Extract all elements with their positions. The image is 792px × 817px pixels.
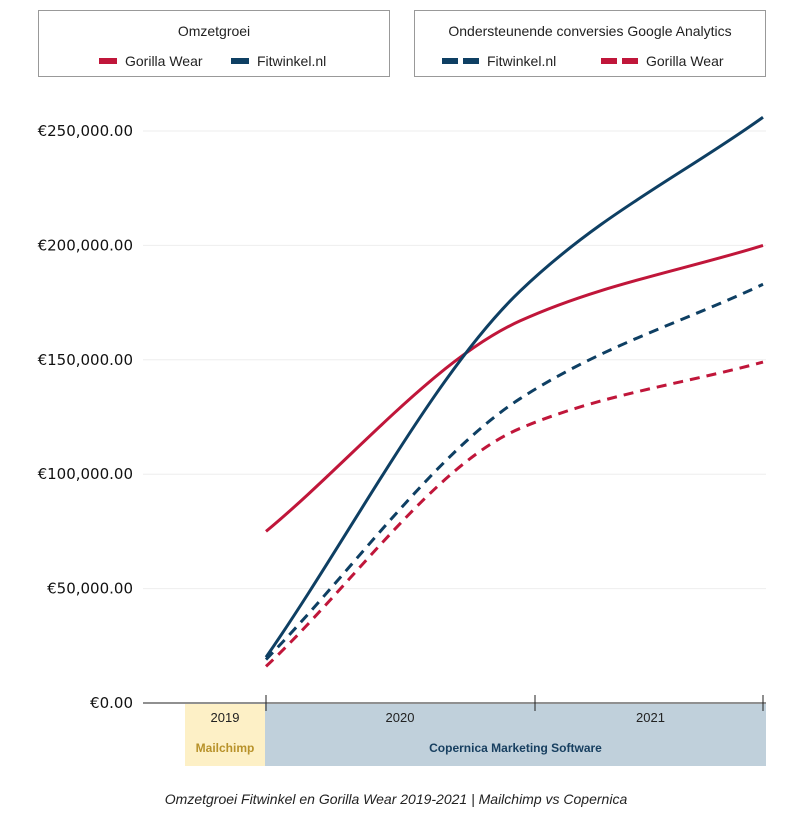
legend-item-gorilla-wear[interactable]: Gorilla Wear	[99, 53, 203, 69]
legend-item-gorilla-dashed[interactable]: Gorilla Wear	[601, 53, 724, 69]
y-tick-label: €250,000.00	[38, 122, 133, 140]
band-copernica	[265, 704, 766, 766]
swatch-icon	[99, 58, 117, 64]
legend-omzetgroei: Omzetgroei Gorilla Wear Fitwinkel.nl	[38, 10, 390, 77]
dash-swatch-icon	[463, 58, 479, 64]
copernica-label: Copernica Marketing Software	[429, 741, 602, 755]
legend-label: Gorilla Wear	[125, 53, 203, 69]
series-line-fitwinkel-nlsolid	[264, 116, 764, 659]
legend-title: Ondersteunende conversies Google Analyti…	[448, 23, 732, 39]
series-line-gorilla-weardashed	[264, 360, 764, 668]
y-tick-label: €0.00	[90, 694, 133, 712]
mailchimp-label: Mailchimp	[195, 741, 255, 755]
legend-conversies: Ondersteunende conversies Google Analyti…	[414, 10, 766, 77]
legend-label: Gorilla Wear	[646, 53, 724, 69]
year-label-2020: 2020	[385, 710, 415, 725]
y-tick-label: €150,000.00	[38, 351, 133, 369]
legend-label: Fitwinkel.nl	[257, 53, 327, 69]
series-line-fitwinkel-nldashed	[264, 282, 764, 661]
y-tick-label: €200,000.00	[38, 236, 133, 254]
band-mailchimp	[185, 704, 265, 766]
y-tick-label: €50,000.00	[47, 580, 133, 598]
year-label-2021: 2021	[636, 710, 665, 725]
year-label-2019: 2019	[210, 710, 240, 725]
legend-title: Omzetgroei	[177, 23, 251, 39]
legend-item-fitwinkel-dashed[interactable]: Fitwinkel.nl	[442, 53, 556, 69]
swatch-icon	[231, 58, 249, 64]
chart-caption: Omzetgroei Fitwinkel en Gorilla Wear 201…	[164, 791, 628, 807]
y-tick-label: €100,000.00	[38, 465, 133, 483]
dash-swatch-icon	[622, 58, 638, 64]
series-line-gorilla-wearsolid	[265, 243, 764, 533]
legend-label: Fitwinkel.nl	[487, 53, 557, 69]
dash-swatch-icon	[442, 58, 458, 64]
legend-item-fitwinkel[interactable]: Fitwinkel.nl	[231, 53, 326, 69]
dash-swatch-icon	[601, 58, 617, 64]
